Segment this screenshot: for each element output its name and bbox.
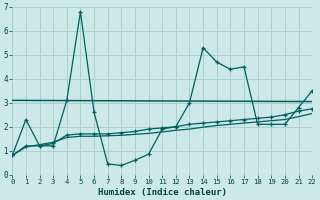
X-axis label: Humidex (Indice chaleur): Humidex (Indice chaleur)	[98, 188, 227, 197]
